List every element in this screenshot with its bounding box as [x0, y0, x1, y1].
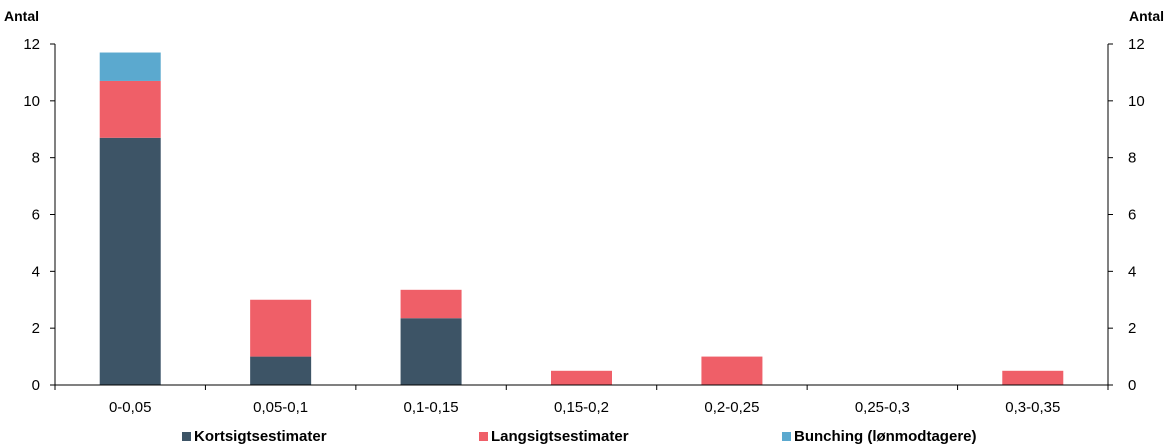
y-tick-label-left-8: 8 [32, 150, 40, 167]
legend-label-langsigtsestimater: Langsigtsestimater [491, 428, 629, 445]
x-tick-label-0-05-0-1: 0,05-0,1 [253, 399, 308, 416]
bar-langsigtsestimater-0-0-05 [99, 80, 161, 138]
bar-langsigtsestimater-0-05-0-1 [250, 299, 312, 357]
legend-swatch-kortsigtsestimater [182, 432, 191, 441]
bar-bunching-lønmodtagere-0-0-05 [99, 52, 161, 81]
x-tick-label-0-15-0-2: 0,15-0,2 [554, 399, 609, 416]
y-tick-label-left-2: 2 [32, 320, 40, 337]
y-tick-label-right-12: 12 [1128, 36, 1145, 53]
y-tick-label-left-10: 10 [23, 93, 40, 110]
x-tick-label-0-3-0-35: 0,3-0,35 [1005, 399, 1060, 416]
y-tick-label-right-10: 10 [1128, 93, 1145, 110]
legend-label-bunching: Bunching (lønmodtagere) [794, 428, 977, 445]
legend-swatch-langsigtsestimater [479, 432, 488, 441]
x-tick-label-0-25-0-3: 0,25-0,3 [855, 399, 910, 416]
y-axis-label-left: Antal [4, 8, 39, 24]
x-tick-label-0-0-05: 0-0,05 [109, 399, 152, 416]
y-tick-label-right-8: 8 [1128, 150, 1136, 167]
y-tick-label-right-0: 0 [1128, 377, 1136, 394]
legend-item-bunching: Bunching (lønmodtagere) [782, 428, 977, 445]
legend-item-langsigtsestimater: Langsigtsestimater [479, 428, 629, 445]
legend-item-kortsigtsestimater: Kortsigtsestimater [182, 428, 327, 445]
bar-langsigtsestimater-0-2-0-25 [701, 356, 763, 385]
legend-swatch-bunching [782, 432, 791, 441]
y-tick-label-left-6: 6 [32, 207, 40, 224]
y-tick-label-right-2: 2 [1128, 320, 1136, 337]
bar-langsigtsestimater-0-15-0-2 [551, 370, 612, 385]
y-axis-label-right: Antal [1129, 8, 1164, 24]
bar-langsigtsestimater-0-3-0-35 [1002, 370, 1064, 385]
y-tick-label-right-6: 6 [1128, 207, 1136, 224]
y-tick-label-left-4: 4 [32, 263, 40, 280]
y-tick-label-left-0: 0 [32, 377, 40, 394]
bar-kortsigtsestimater-0-05-0-1 [250, 356, 312, 385]
bar-kortsigtsestimater-0-1-0-15 [400, 318, 462, 385]
x-tick-label-0-1-0-15: 0,1-0,15 [404, 399, 459, 416]
legend-label-kortsigtsestimater: Kortsigtsestimater [194, 428, 327, 445]
y-tick-label-right-4: 4 [1128, 263, 1136, 280]
bar-langsigtsestimater-0-1-0-15 [400, 289, 462, 319]
x-tick-label-0-2-0-25: 0,2-0,25 [704, 399, 759, 416]
legend: Kortsigtsestimater Langsigtsestimater Bu… [0, 428, 1168, 448]
y-tick-label-left-12: 12 [23, 36, 40, 53]
bar-kortsigtsestimater-0-0-05 [99, 137, 161, 385]
